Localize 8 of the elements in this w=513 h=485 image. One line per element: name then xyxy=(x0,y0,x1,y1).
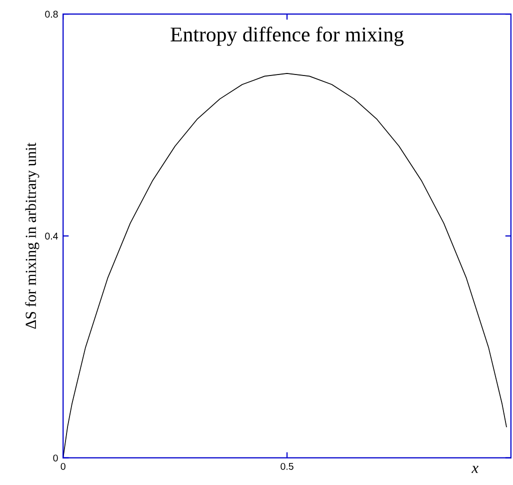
x-tick-label: 0.5 xyxy=(280,462,294,470)
y-tick-label: 0.4 xyxy=(45,232,58,240)
y-axis-title: ΔS for mixing in arbitrary unit xyxy=(25,142,40,329)
x-axis-title: x xyxy=(472,466,478,473)
line-series xyxy=(63,73,507,458)
y-tick-label: 0 xyxy=(53,454,58,462)
text: Entropy diffence for mixing xyxy=(170,26,404,46)
y-tick-label: 0.8 xyxy=(45,10,58,18)
